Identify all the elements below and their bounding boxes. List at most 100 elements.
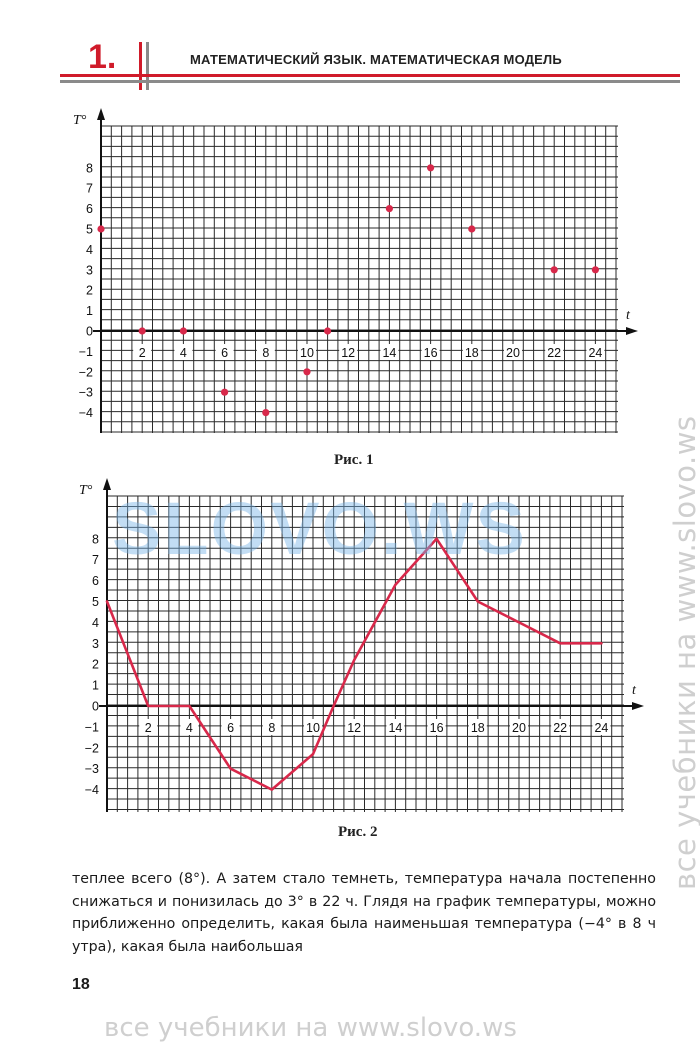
y-tick-label: 4 [86,243,93,257]
x-tick-label-bg [215,344,234,360]
x-tick-label-bg [551,719,570,735]
chapter-number: 1. [88,38,117,76]
y-tick-label: −1 [79,345,93,359]
y-tick-label: 2 [92,658,99,672]
y-tick-label: 0 [92,700,99,714]
y-axis-label: T° [73,113,87,128]
data-point [138,327,146,335]
data-point [591,266,600,274]
data-point [303,368,311,376]
x-tick-label-bg [221,719,240,735]
x-axis-arrow [632,702,644,710]
y-tick-label: 8 [86,161,93,175]
x-tick-label-bg [298,344,316,360]
x-axis-arrow [626,327,638,335]
y-tick-label: 1 [92,679,99,693]
x-tick-label: 10 [300,346,314,360]
x-tick-label: 22 [547,346,561,360]
data-point [262,409,270,417]
temperature-line [105,537,603,791]
y-tick-label: 7 [86,182,93,196]
x-tick-label-bg [304,719,322,735]
y-tick-label: 7 [92,553,99,567]
x-tick-label-bg [180,719,199,735]
x-tick-label-bg [427,719,446,735]
x-tick-label-bg [421,344,440,360]
x-tick-label: 6 [221,346,228,360]
body-paragraph: теплее всего (8°). А затем стало темнеть… [72,871,656,955]
x-tick-label-bg [592,719,611,735]
data-point [550,266,558,274]
x-tick-label: 12 [347,721,361,735]
header-rule-gray [60,80,680,83]
x-tick-label-bg [339,344,358,360]
x-tick-label: 20 [512,721,526,735]
x-tick-label: 4 [180,346,187,360]
x-tick-label: 4 [186,721,193,735]
x-tick-label: 8 [262,346,269,360]
grid-lines [100,125,618,433]
y-tick-label: −4 [79,406,93,420]
data-point [324,327,332,335]
y-tick-label: −2 [85,741,99,755]
x-tick-label-bg [586,344,605,360]
y-tick-label: 0 [86,325,93,339]
y-tick-label: 4 [92,616,99,630]
x-tick-label: 6 [227,721,234,735]
header-divider-gray [146,42,149,90]
x-tick-label-bg [345,719,364,735]
x-tick-label-bg [256,344,275,360]
data-point [468,225,476,233]
page-number: 18 [72,976,90,993]
data-point [427,164,435,172]
x-tick-label: 18 [471,721,485,735]
watermark-bottom-text: все учебники на www.slovo.ws [104,1013,517,1043]
y-tick-label: 3 [86,263,93,277]
figure-1-caption: Рис. 1 [334,452,374,468]
y-axis-arrow [97,108,105,120]
figure-2-caption: Рис. 2 [338,824,378,840]
x-tick-label-bg [462,344,481,360]
x-tick-label: 2 [139,346,146,360]
x-axis-label: t [632,683,637,698]
data-point [221,388,229,396]
data-point [179,327,187,335]
y-tick-label: −3 [79,386,93,400]
x-tick-label-bg [262,719,281,735]
y-tick-label: −1 [85,720,99,734]
chapter-title: МАТЕМАТИЧЕСКИЙ ЯЗЫК. МАТЕМАТИЧЕСКАЯ МОДЕ… [190,52,562,67]
page-header: 1. МАТЕМАТИЧЕСКИЙ ЯЗЫК. МАТЕМАТИЧЕСКАЯ М… [0,0,700,100]
x-tick-label: 16 [430,721,444,735]
x-tick-label: 20 [506,346,520,360]
x-tick-label-bg [545,344,564,360]
x-tick-label: 24 [594,721,608,735]
y-tick-label: 1 [86,304,93,318]
y-tick-label: −2 [79,365,93,379]
watermark-side-text: все учебники на www.slovo.ws [668,415,700,890]
x-tick-label-bg [386,719,405,735]
x-tick-label-bg [139,719,158,735]
data-point [385,205,393,213]
x-tick-label: 12 [341,346,355,360]
x-tick-label: 22 [553,721,567,735]
x-axis-label: t [626,308,631,323]
y-tick-label: −4 [85,783,99,797]
y-axis-arrow [103,478,111,490]
y-tick-label: 2 [86,284,93,298]
y-tick-label: 5 [92,595,99,609]
x-tick-label-bg [133,344,152,360]
x-tick-label-bg [504,344,522,360]
y-tick-label: 5 [86,223,93,237]
x-tick-label-bg [380,344,399,360]
header-rule-red [60,74,680,77]
y-tick-label: 8 [92,532,99,546]
y-axis-label: T° [79,483,93,498]
y-tick-label: 6 [92,574,99,588]
x-tick-label: 10 [306,721,320,735]
data-point [97,225,105,233]
x-tick-label: 24 [588,346,602,360]
y-tick-label: 6 [86,202,93,216]
x-tick-label: 2 [145,721,152,735]
